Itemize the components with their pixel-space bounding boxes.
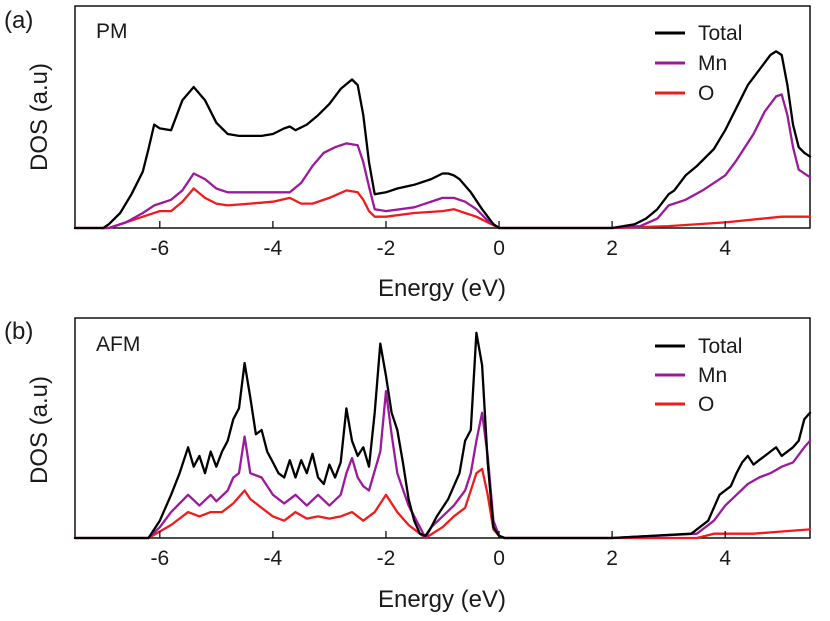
x-tick-label: -2 [377,547,396,570]
series-line-o [73,187,812,230]
series-line-mn [73,389,812,540]
series-line-total [73,50,812,230]
x-tick-label: -6 [150,547,169,570]
x-axis-ticks: -6 -4 -2 0 2 4 [150,221,731,260]
x-tick-label: 2 [606,547,618,570]
panel-a: (a) PM -6 -4 -2 0 2 4 Energy (eV) DOS (a.u) T… [4,5,812,302]
legend-label-mn: Mn [698,364,727,387]
x-axis-title: Energy (eV) [378,275,506,302]
panel-label: (a) [4,7,33,34]
legend-label-total: Total [698,22,742,45]
x-tick-label: 0 [493,237,505,260]
panel-title: AFM [96,333,140,356]
legend-label-total: Total [698,335,742,358]
y-axis-title: DOS (a.u) [26,63,53,171]
x-tick-label: 0 [493,547,505,570]
legend: Total Mn O [655,22,742,105]
y-axis-title: DOS (a.u) [26,376,53,484]
x-axis-title: Energy (eV) [378,586,506,613]
series-line-mn [73,93,812,230]
x-tick-label: 4 [719,237,731,260]
legend-label-o: O [698,82,714,105]
panel-title: PM [96,20,128,43]
plot-frame [74,5,811,229]
series-layer [73,50,812,230]
series-line-total [73,331,812,540]
panel-label: (b) [4,318,33,345]
legend-label-mn: Mn [698,52,727,75]
x-tick-label: 4 [719,547,731,570]
x-axis-ticks: -6 -4 -2 0 2 4 [150,531,731,570]
x-tick-label: -4 [264,547,283,570]
panel-b: (b) AFM -6 -4 -2 0 2 4 Energy (eV) DOS (a.u) … [4,317,812,613]
legend: Total Mn O [655,335,742,416]
legend-label-o: O [698,393,714,416]
x-tick-label: -4 [264,237,283,260]
x-tick-label: -2 [377,237,396,260]
x-tick-label: -6 [150,237,169,260]
x-tick-label: 2 [606,237,618,260]
plot-frame [74,317,811,539]
